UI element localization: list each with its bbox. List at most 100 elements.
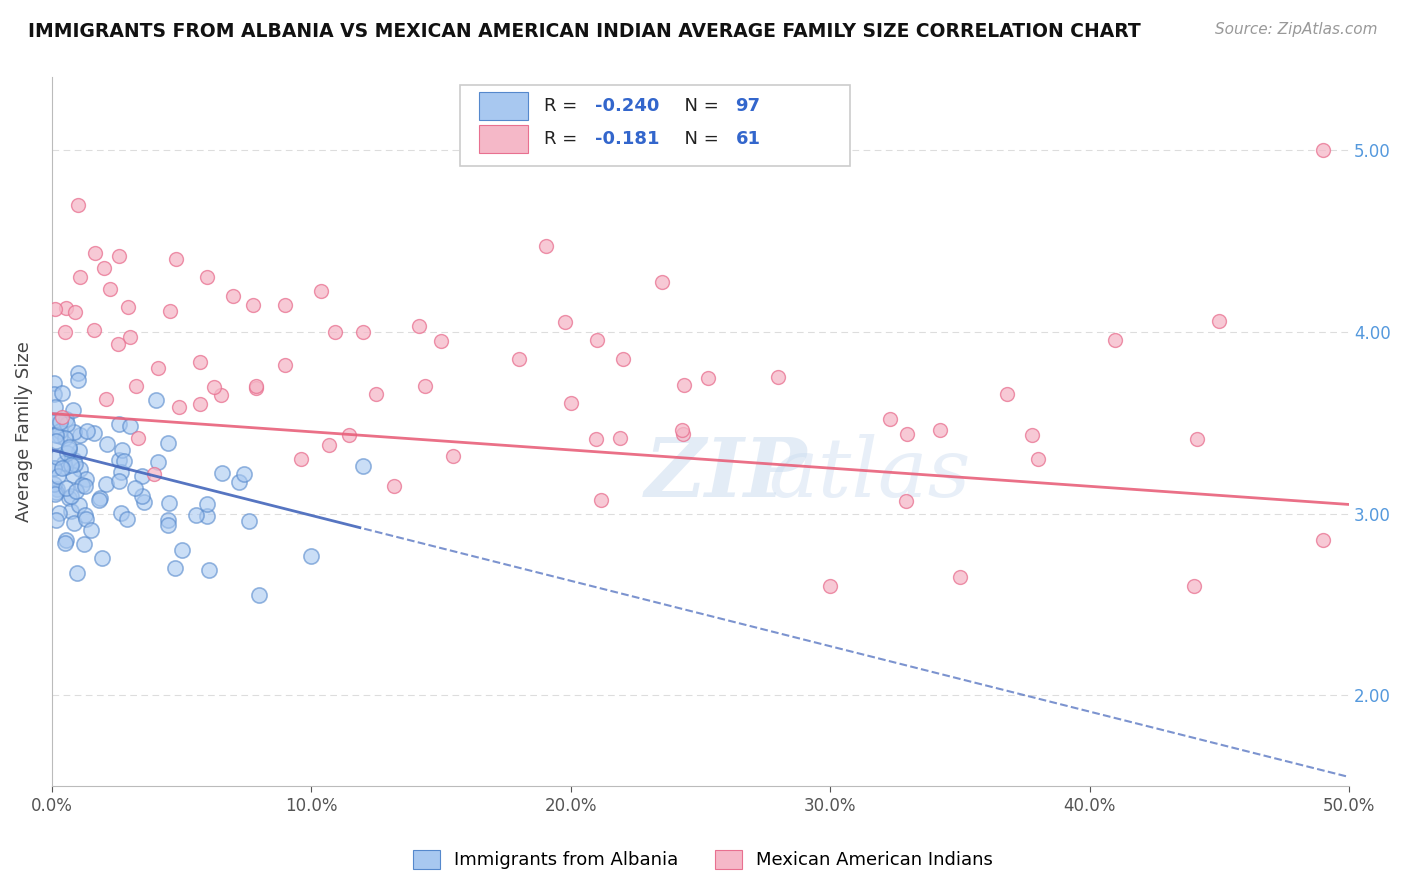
Point [44,460,66,475]
Point [585,333,607,347]
Text: Source: ZipAtlas.com: Source: ZipAtlas.com [1215,22,1378,37]
FancyBboxPatch shape [478,125,527,153]
Point [159,304,181,318]
Point [58,442,80,456]
Text: IMMIGRANTS FROM ALBANIA VS MEXICAN AMERICAN INDIAN AVERAGE FAMILY SIZE CORRELATI: IMMIGRANTS FROM ALBANIA VS MEXICAN AMERI… [28,22,1140,41]
Point [69,427,91,442]
Point [51,461,73,475]
Point [560,396,582,410]
Text: atlas: atlas [768,434,970,515]
Point [48,416,70,430]
Point [44,460,66,475]
Point [131,469,153,483]
Point [115,512,138,526]
Point [58,440,80,454]
Point [45,450,67,464]
Point [65,483,87,498]
Text: N =: N = [673,130,724,148]
Point [73,536,96,550]
Point [697,371,720,385]
Point [337,427,360,442]
Point [76,424,98,438]
Point [879,412,901,426]
Point [612,352,634,367]
Point [111,442,134,457]
Point [245,381,267,395]
Point [197,563,219,577]
Point [55,481,77,495]
Point [107,249,129,263]
Point [131,489,153,503]
Point [98,282,121,296]
Point [53,536,76,550]
Point [48,429,70,443]
Point [352,325,374,339]
Point [62,453,84,467]
Point [59,489,82,503]
Point [211,466,233,480]
Point [366,387,388,401]
Point [585,432,607,446]
Point [46,468,69,483]
Point [67,499,90,513]
Point [157,435,180,450]
Point [44,387,66,401]
Point [169,401,191,415]
Point [247,588,270,602]
Point [202,380,225,394]
Point [45,427,67,442]
Point [107,337,129,351]
Point [413,378,436,392]
Point [53,325,76,339]
Point [1312,533,1334,548]
Point [238,514,260,528]
Point [62,403,84,417]
Point [1021,428,1043,442]
Point [290,451,312,466]
Point [1185,432,1208,446]
Point [127,431,149,445]
Point [197,509,219,524]
Point [274,297,297,311]
Point [124,379,146,393]
Point [66,197,89,211]
Point [75,512,97,526]
Y-axis label: Average Family Size: Average Family Size [15,342,32,522]
Point [110,506,132,520]
Point [430,334,453,348]
Point [134,495,156,509]
Text: 97: 97 [735,97,761,115]
Point [91,551,114,566]
Point [197,270,219,285]
Point [245,379,267,393]
Point [62,468,84,483]
Point [59,504,82,518]
Point [44,400,66,414]
Point [222,288,245,302]
Text: 61: 61 [735,130,761,148]
Point [45,483,67,497]
Point [66,566,89,581]
Point [309,285,332,299]
Point [83,426,105,441]
Point [896,426,918,441]
Point [820,579,842,593]
Point [591,492,613,507]
Point [63,457,86,471]
Point [672,427,695,442]
Point [197,497,219,511]
Point [672,377,695,392]
Point [53,460,76,475]
Point [163,561,186,575]
Point [408,318,430,333]
Point [108,453,131,467]
Point [928,424,950,438]
Point [55,301,77,315]
Point [671,423,693,437]
Point [318,438,340,452]
Point [110,465,132,479]
Point [66,373,89,387]
Point [83,322,105,336]
Point [1104,334,1126,348]
Point [96,437,118,451]
